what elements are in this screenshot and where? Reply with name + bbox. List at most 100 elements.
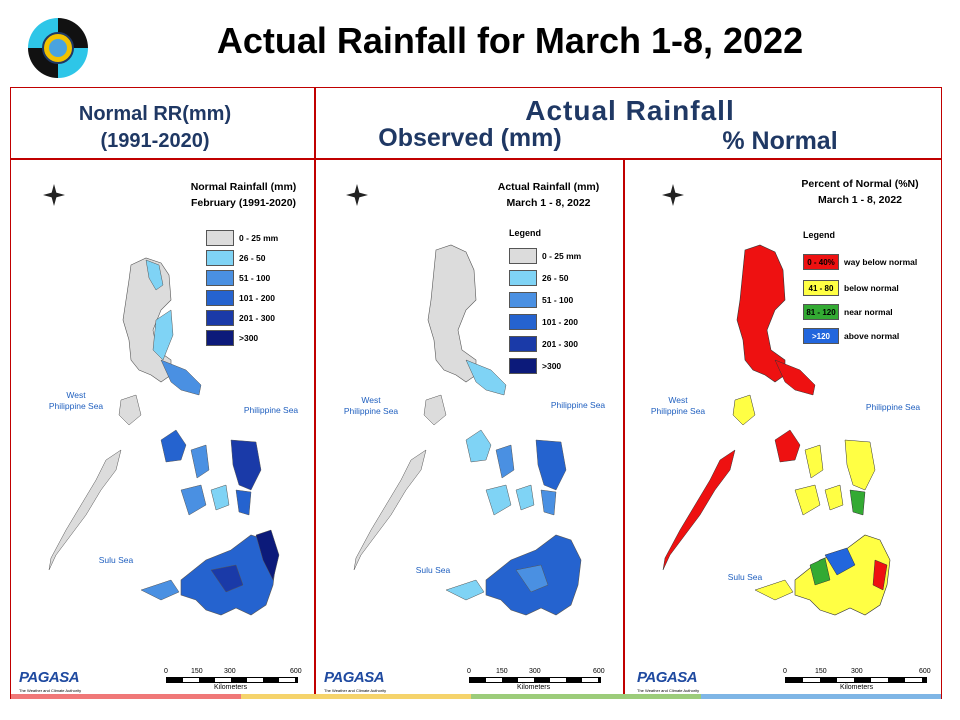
legend-swatch: 0 - 40% bbox=[803, 254, 839, 270]
header-divider bbox=[10, 158, 942, 160]
legend-label: near normal bbox=[844, 307, 893, 317]
scale-unit: Kilometers bbox=[840, 684, 874, 691]
legend-item: >300 bbox=[206, 330, 258, 346]
sea-label-east: Philippine Sea bbox=[865, 402, 921, 412]
header-observed: Observed (mm) bbox=[378, 124, 562, 152]
legend-label: >300 bbox=[542, 361, 562, 371]
scale-tick: 600 bbox=[290, 668, 302, 675]
scale-bar bbox=[166, 677, 298, 683]
legend-item: 51 - 100 bbox=[206, 270, 270, 286]
map-title-line1: Percent of Normal (%N) bbox=[801, 178, 919, 190]
legend-swatch: >120 bbox=[803, 328, 839, 344]
map-title-line2: March 1 - 8, 2022 bbox=[817, 194, 903, 206]
header-normal-line2: (1991-2020) bbox=[100, 130, 210, 152]
map-title-line2: February (1991-2020) bbox=[190, 197, 297, 209]
legend-swatch bbox=[206, 310, 234, 326]
scale-tick: 300 bbox=[224, 668, 236, 675]
legend-title: Legend bbox=[509, 228, 542, 238]
legend-item: 201 - 300 bbox=[509, 336, 578, 352]
sea-label-west: West Philippine Sea bbox=[343, 395, 399, 416]
legend-item: 0 - 25 mm bbox=[206, 230, 278, 246]
legend-item: 101 - 200 bbox=[206, 290, 275, 306]
map-title-line1: Normal Rainfall (mm) bbox=[190, 181, 297, 193]
scale-unit: Kilometers bbox=[517, 684, 551, 691]
slide-title: Actual Rainfall for March 1-8, 2022 bbox=[216, 20, 804, 61]
panel-divider-2 bbox=[623, 158, 625, 699]
scale-tick: 150 bbox=[815, 668, 827, 675]
legend-label: 51 - 100 bbox=[239, 273, 271, 283]
scale-bar bbox=[785, 677, 927, 683]
legend-label: 26 - 50 bbox=[239, 253, 266, 263]
legend-label: 201 - 300 bbox=[542, 339, 578, 349]
scale-tick: 300 bbox=[529, 668, 541, 675]
legend-label: 101 - 200 bbox=[239, 293, 275, 303]
sea-label-west: West Philippine Sea bbox=[48, 390, 104, 411]
legend-label: 101 - 200 bbox=[542, 317, 578, 327]
bottom-strip-red bbox=[11, 694, 241, 699]
legend-item: 81 - 120 near normal bbox=[803, 304, 893, 320]
map-title-line2: March 1 - 8, 2022 bbox=[506, 197, 591, 209]
panel-divider-1 bbox=[314, 87, 316, 699]
scale-bar bbox=[469, 677, 601, 683]
legend-item: 26 - 50 bbox=[509, 270, 568, 286]
legend-item: 41 - 80 below normal bbox=[803, 280, 899, 296]
scale-unit: Kilometers bbox=[214, 684, 248, 691]
legend-item: 101 - 200 bbox=[509, 314, 578, 330]
legend-item: >300 bbox=[509, 358, 561, 374]
scale-tick: 600 bbox=[593, 668, 605, 675]
legend-swatch bbox=[509, 292, 537, 308]
legend-swatch bbox=[509, 336, 537, 352]
compass bbox=[41, 180, 67, 210]
legend-swatch bbox=[509, 248, 537, 264]
map-actual bbox=[353, 244, 582, 616]
pagasa-logo-text: PAGASA bbox=[19, 669, 80, 686]
pagasa-logo-text: PAGASA bbox=[324, 669, 385, 686]
panel-normal-rainfall: Normal Rainfall (mm) February (1991-2020… bbox=[11, 160, 320, 698]
sea-label-west: West Philippine Sea bbox=[650, 395, 706, 416]
legend-label: below normal bbox=[844, 283, 899, 293]
header-actual: Actual Rainfall bbox=[525, 95, 735, 126]
legend-label: above normal bbox=[844, 331, 900, 341]
legend-item: 26 - 50 bbox=[206, 250, 265, 266]
pagasa-logo-text: PAGASA bbox=[637, 669, 698, 686]
legend-item: 0 - 40% way below normal bbox=[803, 254, 917, 270]
legend-swatch bbox=[509, 358, 537, 374]
sea-label-east: Philippine Sea bbox=[243, 405, 299, 415]
scale-tick: 150 bbox=[496, 668, 508, 675]
pagasa-tagline: The Weather and Climate Authority bbox=[637, 688, 700, 693]
legend-label: way below normal bbox=[844, 257, 918, 267]
legend-swatch bbox=[509, 270, 537, 286]
legend-swatch bbox=[206, 270, 234, 286]
bottom-strip-blue bbox=[701, 694, 941, 699]
legend-label: 0 - 25 mm bbox=[542, 251, 582, 261]
panel-actual-rainfall: Actual Rainfall (mm) March 1 - 8, 2022 L… bbox=[316, 160, 625, 698]
legend-swatch bbox=[509, 314, 537, 330]
sea-label-east: Philippine Sea bbox=[550, 400, 606, 410]
legend-swatch bbox=[206, 230, 234, 246]
legend-label: 0 - 25 mm bbox=[239, 233, 279, 243]
scale-tick: 0 bbox=[467, 668, 471, 675]
scale-tick: 300 bbox=[851, 668, 863, 675]
legend-label: >300 bbox=[239, 333, 259, 343]
scale-tick: 600 bbox=[919, 668, 931, 675]
legend-label: 201 - 300 bbox=[239, 313, 275, 323]
legend-swatch bbox=[206, 250, 234, 266]
legend-item: 0 - 25 mm bbox=[509, 248, 581, 264]
header-percent: % Normal bbox=[722, 127, 838, 155]
dost-logo bbox=[24, 14, 92, 82]
scale-tick: 0 bbox=[164, 668, 168, 675]
scale-tick: 0 bbox=[783, 668, 787, 675]
bottom-strip-yellow bbox=[241, 694, 471, 699]
sea-label-sulu: Sulu Sea bbox=[727, 572, 763, 582]
legend-item: >120 above normal bbox=[803, 328, 899, 344]
pagasa-tagline: The Weather and Climate Authority bbox=[324, 688, 387, 693]
compass bbox=[660, 180, 686, 210]
map-title-line1: Actual Rainfall (mm) bbox=[497, 181, 600, 193]
legend-swatch: 81 - 120 bbox=[803, 304, 839, 320]
compass bbox=[344, 180, 370, 210]
legend-swatch: 41 - 80 bbox=[803, 280, 839, 296]
legend-item: 201 - 300 bbox=[206, 310, 275, 326]
panel-percent-normal: Percent of Normal (%N) March 1 - 8, 2022… bbox=[625, 160, 941, 698]
header-normal-line1: Normal RR(mm) bbox=[78, 103, 232, 125]
legend-swatch bbox=[206, 290, 234, 306]
